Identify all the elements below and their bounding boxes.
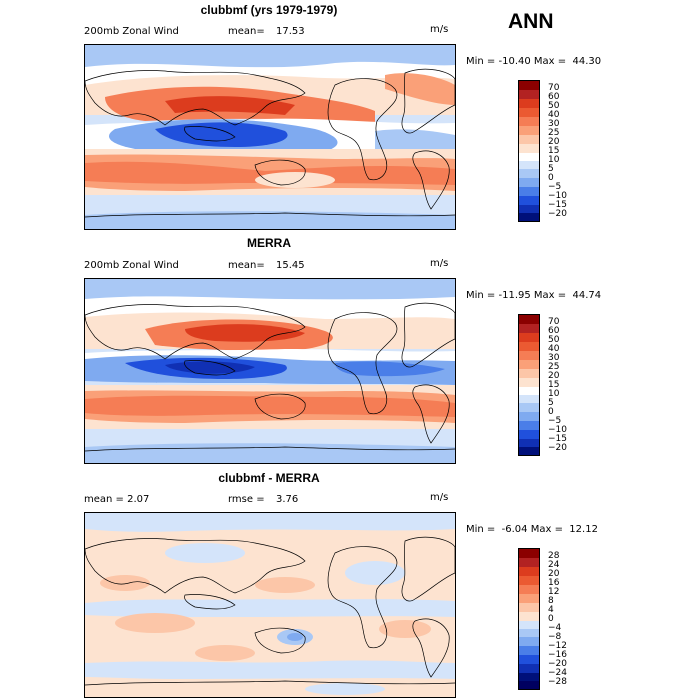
panel-1-colorbar-label: −20	[548, 209, 567, 219]
panel-2-min-max: Min = -11.95 Max = 44.74	[466, 290, 602, 301]
panel-2-colorbar-label: 0	[548, 407, 554, 417]
panel-2-contour-field	[85, 279, 455, 463]
panel-2-colorbar-label: 5	[548, 398, 554, 408]
panel-2-colorbar-label: 60	[548, 326, 560, 336]
panel-2-mean-label: mean=	[228, 260, 265, 271]
panel-3-colorbar-label: 16	[548, 578, 560, 588]
panel-3-colorbar-label: 12	[548, 587, 560, 597]
panel-2-colorbar-label: −15	[548, 434, 567, 444]
panel-1-mean-label: mean=	[228, 26, 265, 37]
panel-1-contour-field	[85, 45, 455, 229]
panel-1-mean-value: 17.53	[276, 26, 305, 37]
panel-1-colorbar-label: −10	[548, 191, 567, 201]
panel-1-colorbar-label: 30	[548, 119, 560, 129]
panel-3-colorbar-label: −20	[548, 659, 567, 669]
panel-2-units: m/s	[430, 258, 449, 269]
panel-3-colorbar-label: 20	[548, 569, 560, 579]
panel-2-colorbar-label: 30	[548, 353, 560, 363]
panel-3-min-max: Min = -6.04 Max = 12.12	[466, 524, 598, 535]
panel-1-colorbar-label: 25	[548, 128, 560, 138]
panel-3-colorbar-swatches	[519, 549, 539, 689]
panel-1-title: clubbmf (yrs 1979-1979)	[200, 3, 338, 17]
panel-1-map	[84, 44, 456, 230]
panel-2-colorbar-label: −20	[548, 443, 567, 453]
panel-2-field-label: 200mb Zonal Wind	[84, 260, 179, 271]
panel-1-field-label: 200mb Zonal Wind	[84, 26, 179, 37]
season-label: ANN	[508, 10, 554, 33]
panel-1-colorbar-label: 10	[548, 155, 560, 165]
panel-1-colorbar-label: −5	[548, 182, 562, 192]
panel-2-colorbar-label: 10	[548, 389, 560, 399]
panel-3-colorbar-label: −24	[548, 668, 567, 678]
panel-3-colorbar-label: 4	[548, 605, 554, 615]
panel-2-colorbar-label: 40	[548, 344, 560, 354]
panel-2-colorbar-swatches	[519, 315, 539, 455]
panel-2-colorbar-label: 70	[548, 317, 560, 327]
panel-3-rmse-value: 3.76	[276, 494, 299, 505]
panel-1-colorbar-label: 50	[548, 101, 560, 111]
panel-3-colorbar-label: 24	[548, 560, 560, 570]
panel-2-title: MERRA	[247, 236, 291, 250]
panel-2-colorbar-label: 25	[548, 362, 560, 372]
panel-1-colorbar-label: 5	[548, 164, 554, 174]
panel-3-colorbar-label: 8	[548, 596, 554, 606]
panel-3-units: m/s	[430, 492, 449, 503]
panel-1-colorbar-swatches	[519, 81, 539, 221]
panel-3-title: clubbmf - MERRA	[218, 471, 320, 485]
panel-3-rmse-label: rmse =	[228, 494, 265, 505]
panel-1-colorbar-label: 20	[548, 137, 560, 147]
panel-1-colorbar	[518, 80, 540, 222]
panel-3-colorbar-label: −28	[548, 677, 567, 687]
panel-3-colorbar	[518, 548, 540, 690]
panel-1-colorbar-label: 70	[548, 83, 560, 93]
panel-2-map	[84, 278, 456, 464]
panel-2-mean-value: 15.45	[276, 260, 305, 271]
panel-3-colorbar-label: −4	[548, 623, 562, 633]
panel-2-colorbar-label: 50	[548, 335, 560, 345]
panel-3-colorbar-label: 28	[548, 551, 560, 561]
panel-3-contour-field	[85, 513, 455, 697]
panel-1-min-max: Min = -10.40 Max = 44.30	[466, 56, 602, 67]
panel-3-map	[84, 512, 456, 698]
panel-1-colorbar-label: 15	[548, 146, 560, 156]
panel-3-colorbar-label: −16	[548, 650, 567, 660]
panel-2-colorbar-label: 20	[548, 371, 560, 381]
panel-3-colorbar-label: −12	[548, 641, 567, 651]
panel-1-colorbar-label: −15	[548, 200, 567, 210]
panel-2-colorbar	[518, 314, 540, 456]
panel-2-colorbar-label: −10	[548, 425, 567, 435]
panel-3-colorbar-label: −8	[548, 632, 562, 642]
panel-3-mean-label: mean = 2.07	[84, 494, 150, 505]
panel-1-units: m/s	[430, 24, 449, 35]
panel-1-colorbar-label: 40	[548, 110, 560, 120]
panel-1-colorbar-label: 60	[548, 92, 560, 102]
panel-1-colorbar-label: 0	[548, 173, 554, 183]
panel-2-colorbar-label: −5	[548, 416, 562, 426]
panel-2-colorbar-label: 15	[548, 380, 560, 390]
panel-3-colorbar-label: 0	[548, 614, 554, 624]
